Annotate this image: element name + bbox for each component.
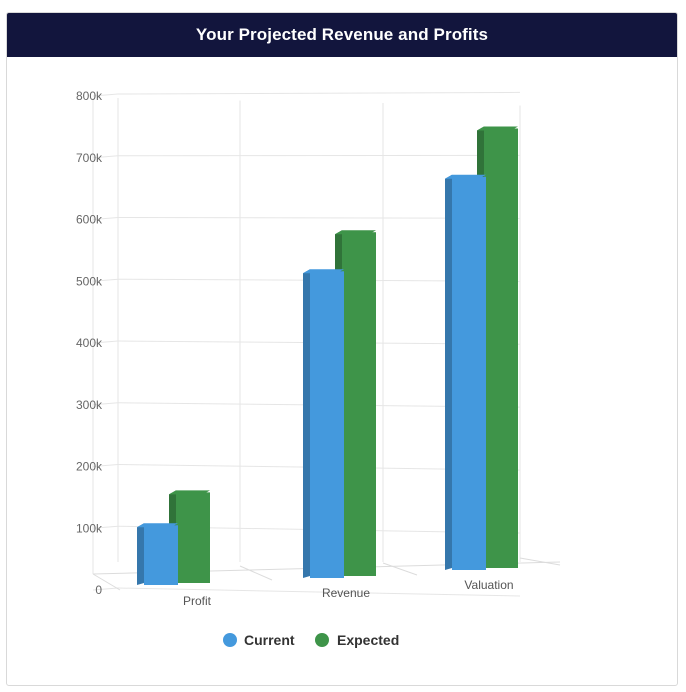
legend: Current Expected — [223, 632, 399, 648]
gridline-side — [92, 525, 119, 529]
x-tick-label: Profit — [183, 594, 212, 608]
gridline-side — [92, 217, 119, 220]
floor-divider — [239, 565, 273, 581]
gridline-side — [92, 587, 119, 591]
floor-divider — [382, 562, 418, 576]
gridline-side — [92, 464, 119, 467]
gridline-side — [92, 340, 119, 344]
legend-label[interactable]: Expected — [337, 632, 399, 648]
bar-current-revenue[interactable] — [303, 269, 344, 578]
gridline-side — [92, 402, 119, 406]
bar-front — [484, 128, 518, 569]
y-tick-label: 200k — [76, 460, 103, 474]
y-tick-label: 0 — [95, 583, 102, 597]
y-tick-label: 500k — [76, 274, 103, 288]
y-tick-label: 100k — [76, 521, 103, 535]
legend-item-current[interactable]: Current — [223, 632, 295, 648]
bar-side — [303, 269, 310, 578]
floor-divider — [519, 557, 561, 566]
floor-edge — [92, 573, 121, 591]
y-tick-label: 700k — [76, 151, 103, 165]
y-tick-label: 400k — [76, 336, 103, 350]
legend-marker — [315, 633, 329, 647]
legend-item-expected[interactable]: Expected — [315, 632, 399, 648]
x-tick-label: Valuation — [464, 578, 513, 592]
legend-marker — [223, 633, 237, 647]
chart-header: Your Projected Revenue and Profits — [7, 13, 677, 57]
gridline-side — [92, 93, 119, 97]
x-tick-label: Revenue — [322, 586, 370, 600]
gridline-side — [92, 155, 119, 159]
bar-front — [342, 232, 376, 576]
y-tick-label: 800k — [76, 89, 103, 103]
y-tick-label: 600k — [76, 213, 103, 227]
y-tick-label: 300k — [76, 398, 103, 412]
gridline-side — [92, 278, 119, 282]
bar-front — [176, 492, 210, 583]
gridline — [117, 91, 521, 95]
legend-label[interactable]: Current — [244, 632, 295, 648]
bar-front — [310, 271, 344, 578]
bar-current-valuation[interactable] — [445, 174, 486, 571]
bar-front — [452, 176, 486, 571]
bar-side — [137, 523, 144, 585]
bars — [137, 126, 518, 585]
bar-side — [445, 174, 452, 571]
gridline — [117, 587, 521, 597]
bar-front — [144, 525, 178, 585]
bar-current-profit[interactable] — [137, 523, 178, 585]
chart-title: Your Projected Revenue and Profits — [195, 25, 489, 44]
